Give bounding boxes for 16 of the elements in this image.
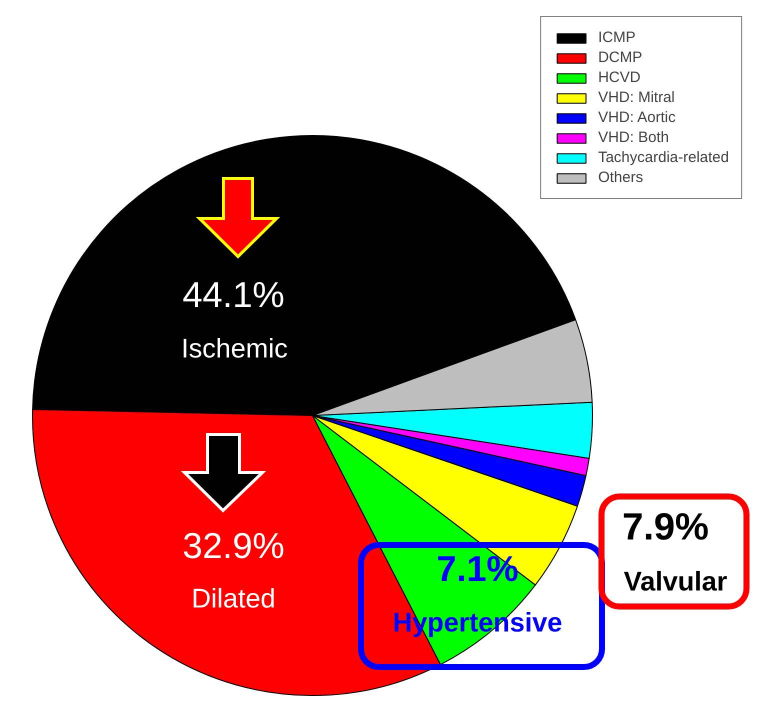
- text: Dilated: [191, 584, 276, 614]
- legend-label: DCMP: [598, 49, 642, 66]
- legend-label: VHD: Aortic: [598, 109, 676, 126]
- text: Ischemic: [181, 334, 288, 364]
- legend-label: ICMP: [598, 29, 636, 46]
- data-label: 44.1%: [182, 274, 285, 315]
- legend-label: Tachycardia-related: [598, 149, 729, 166]
- text: Hypertensive: [392, 608, 562, 638]
- legend-label: VHD: Both: [598, 129, 669, 146]
- legend-label: HCVD: [598, 69, 641, 86]
- data-label: 32.9%: [182, 525, 285, 566]
- legend-label: Others: [598, 169, 644, 186]
- text: Valvular: [624, 566, 728, 596]
- text: 7.9%: [622, 506, 709, 548]
- data-label: 7.1%: [436, 548, 519, 589]
- legend-label: VHD: Mitral: [598, 89, 675, 106]
